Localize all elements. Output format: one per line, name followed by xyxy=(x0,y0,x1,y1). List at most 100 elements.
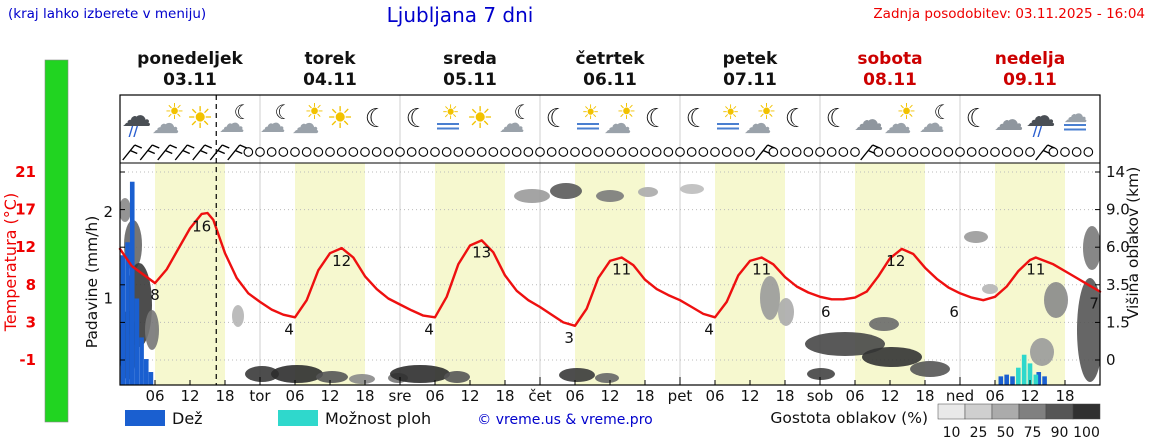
rain-bar xyxy=(1042,376,1047,385)
density-swatch xyxy=(1072,403,1101,420)
cloud-axis-tick: 9.0 xyxy=(1106,201,1130,219)
wind-calm-icon xyxy=(593,147,604,157)
wind-calm-icon xyxy=(978,147,989,157)
temp-value-label: 11 xyxy=(752,260,771,278)
wind-calm-icon xyxy=(511,147,522,157)
wind-calm-icon xyxy=(745,147,755,157)
cloud-blob xyxy=(559,368,595,382)
wind-calm-icon xyxy=(1025,147,1035,157)
hour-label: 12 xyxy=(180,387,199,405)
wind-calm-icon xyxy=(465,147,475,157)
wind-calm-icon xyxy=(488,147,499,157)
wind-calm-icon xyxy=(943,147,954,157)
cloud-blob xyxy=(595,373,619,383)
density-swatch xyxy=(1045,403,1074,420)
wind-calm-icon xyxy=(558,147,569,157)
cloud-blob xyxy=(964,231,988,243)
wind-calm-icon xyxy=(1083,147,1094,157)
temp-value-label: 6 xyxy=(821,303,831,321)
rain-bar xyxy=(134,298,140,385)
wind-calm-icon xyxy=(325,147,335,157)
last-update-label: Zadnja posodobitev: 03.11.2025 - 16:04 xyxy=(873,6,1145,22)
shower-bar xyxy=(1016,367,1021,385)
cloud-blob xyxy=(805,332,885,356)
day-abbr-label: ned xyxy=(946,387,974,405)
wind-calm-icon xyxy=(383,147,394,157)
cloud-blob xyxy=(444,371,470,383)
wind-barb-icon xyxy=(122,144,143,161)
wind-barb-icon xyxy=(174,144,195,161)
wind-calm-icon xyxy=(721,147,732,157)
cloud-axis-tick: 6.0 xyxy=(1106,238,1130,256)
precip-axis-tick: 1 xyxy=(103,290,113,308)
cloud-blob xyxy=(120,198,131,222)
cloud-blob xyxy=(550,183,582,199)
wind-calm-icon xyxy=(546,147,557,157)
wind-calm-icon xyxy=(1001,147,1012,157)
rain-bar xyxy=(148,372,154,385)
temp-value-label: 8 xyxy=(150,286,160,304)
wind-calm-icon xyxy=(406,147,417,157)
hour-label: 06 xyxy=(425,387,444,405)
wind-calm-icon xyxy=(780,147,790,157)
temp-value-label: 16 xyxy=(192,218,211,236)
wind-calm-icon xyxy=(535,147,545,157)
hour-label: 18 xyxy=(1055,387,1074,405)
wind-calm-icon xyxy=(348,147,359,157)
wind-calm-icon xyxy=(301,147,312,157)
day-abbr-label: tor xyxy=(249,387,271,405)
wind-calm-icon xyxy=(290,147,300,157)
hour-label: 18 xyxy=(355,387,374,405)
cloud-blob xyxy=(862,347,922,367)
wind-calm-icon xyxy=(885,147,895,157)
rain-bar xyxy=(125,242,130,385)
temperature-colorbar xyxy=(44,59,69,423)
wind-calm-icon xyxy=(1071,147,1082,157)
day-date: 04.11 xyxy=(303,70,357,90)
rain-bar xyxy=(1010,376,1015,385)
day-name: sobota xyxy=(857,49,922,69)
cloud-blob xyxy=(514,189,550,203)
temp-value-label: 13 xyxy=(472,243,491,261)
wind-calm-icon xyxy=(698,147,709,157)
wind-calm-icon xyxy=(768,147,779,157)
density-swatch xyxy=(991,403,1020,420)
cloud-axis-tick: 14 xyxy=(1106,163,1125,181)
cloud-blob xyxy=(982,284,998,294)
temp-axis-tick: 12 xyxy=(15,238,36,256)
hour-label: 12 xyxy=(1020,387,1039,405)
cloud-blob xyxy=(1077,278,1100,382)
site-hint: (kraj lahko izberete v meniju) xyxy=(8,6,207,22)
cloud-blob xyxy=(680,184,704,194)
rain-swatch xyxy=(125,410,165,426)
wind-calm-icon xyxy=(266,147,277,157)
temp-value-label: 12 xyxy=(886,252,905,270)
cloud-blob xyxy=(1083,226,1100,270)
density-tick: 25 xyxy=(970,425,988,441)
cloud-blob xyxy=(316,371,348,383)
hour-label: 12 xyxy=(320,387,339,405)
daylight-band xyxy=(155,163,225,385)
hour-label: 12 xyxy=(460,387,479,405)
day-date: 06.11 xyxy=(583,70,637,90)
wind-calm-icon xyxy=(628,147,639,157)
wind-barb-icon xyxy=(209,144,230,161)
temp-value-label: 6 xyxy=(949,303,959,321)
hour-label: 18 xyxy=(915,387,934,405)
temp-axis-tick: 17 xyxy=(15,201,36,219)
wind-calm-icon xyxy=(430,147,440,157)
wind-calm-icon xyxy=(920,147,930,157)
shower-bar xyxy=(1021,354,1027,385)
day-name: ponedeljek xyxy=(137,49,243,69)
wind-calm-icon xyxy=(336,147,347,157)
precip-axis-label: Padavine (mm/h) xyxy=(83,216,101,349)
wind-calm-icon xyxy=(663,147,674,157)
temp-axis-tick: 8 xyxy=(26,276,36,294)
copyright-link[interactable]: © vreme.us & vreme.pro xyxy=(477,412,652,428)
wind-barb-icon xyxy=(139,144,160,161)
day-abbr-label: čet xyxy=(528,387,551,405)
wind-calm-icon xyxy=(675,147,685,157)
hour-label: 06 xyxy=(145,387,164,405)
wind-calm-icon xyxy=(371,147,382,157)
wind-calm-icon xyxy=(360,147,370,157)
